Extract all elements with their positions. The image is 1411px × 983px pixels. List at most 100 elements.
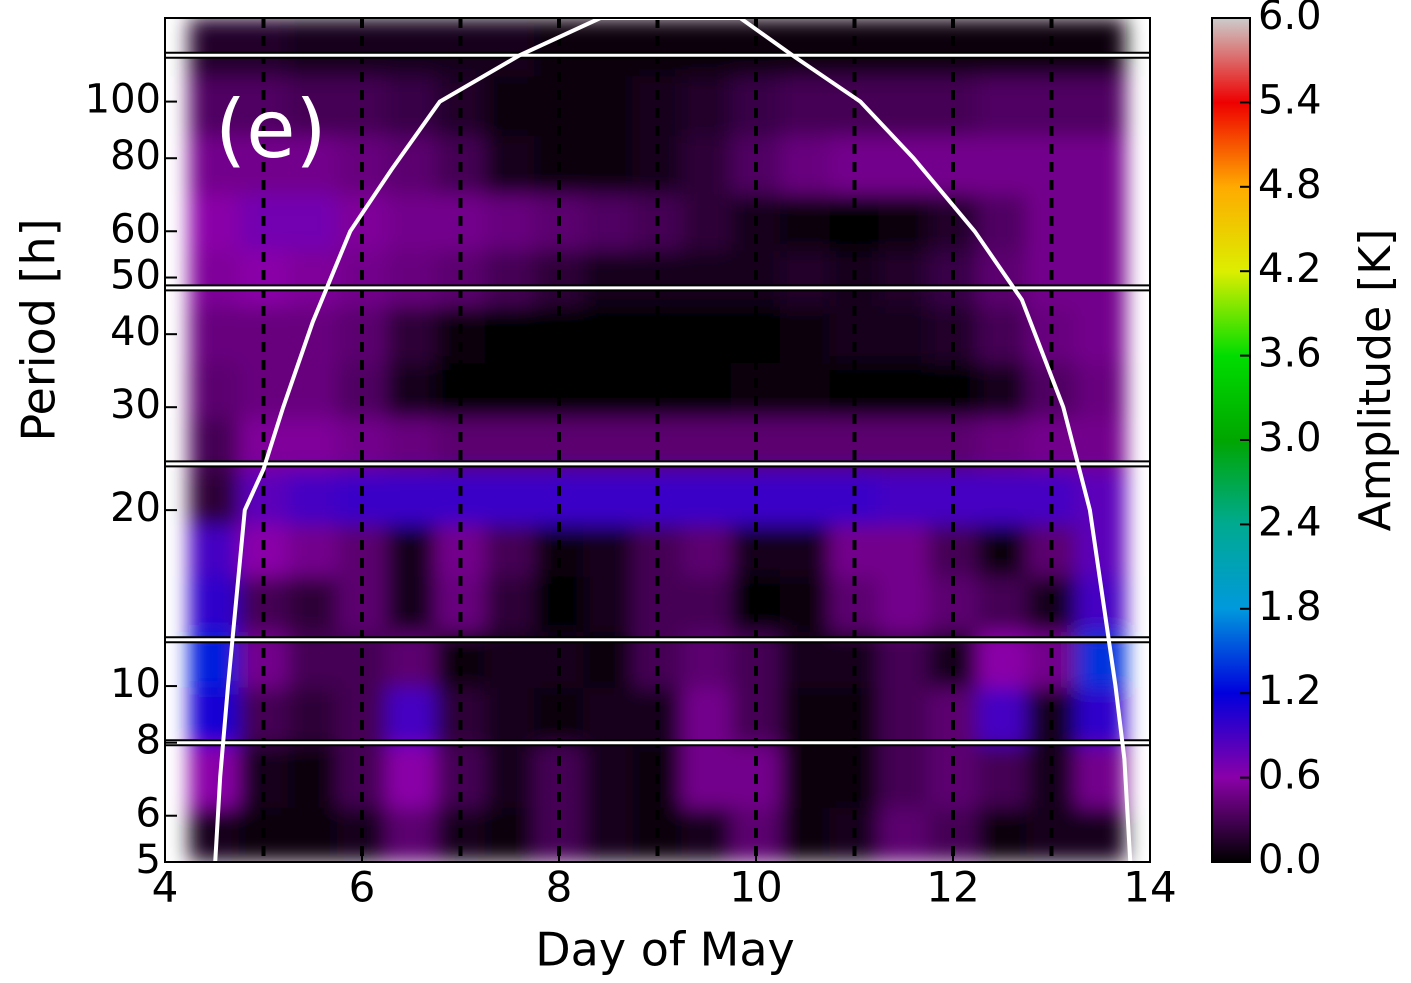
heat-cell xyxy=(484,470,535,526)
heat-cell xyxy=(386,575,437,632)
heat-cell xyxy=(189,575,240,632)
heat-cell xyxy=(435,470,486,526)
y-tick-label: 60 xyxy=(110,206,161,252)
heat-cell xyxy=(287,806,338,862)
heat-cell xyxy=(927,470,979,526)
overlay xyxy=(165,18,1150,862)
y-tick-label: 80 xyxy=(110,133,161,179)
heat-cell xyxy=(386,686,437,746)
heat-cell xyxy=(829,686,880,746)
heat-cell xyxy=(780,193,831,251)
heat-cell xyxy=(632,686,683,746)
heat-cell xyxy=(583,470,634,526)
heat-cell xyxy=(287,686,338,746)
heat-cell xyxy=(1026,361,1077,418)
heat-cell xyxy=(189,193,240,251)
heat-cell xyxy=(484,135,535,195)
heat-cell xyxy=(977,470,1028,526)
heat-cell xyxy=(189,18,240,77)
heat-cell xyxy=(287,575,338,632)
y-tick-label: 20 xyxy=(110,485,161,531)
heat-cell xyxy=(1075,75,1126,137)
heat-cell xyxy=(681,249,732,307)
heat-cell xyxy=(878,806,929,862)
colorbar-tick-label: 0.6 xyxy=(1258,753,1322,799)
cone-of-influence xyxy=(213,18,1133,862)
colorbar-tick-label: 6.0 xyxy=(1258,0,1322,39)
heat-cell xyxy=(386,75,437,137)
heat-cell xyxy=(583,524,634,577)
x-tick-label: 14 xyxy=(1123,863,1176,912)
heat-cell xyxy=(484,75,535,137)
heat-cell xyxy=(878,470,929,526)
heat-cell xyxy=(189,524,240,577)
heat-cell xyxy=(583,806,634,862)
colorbar-tick-label: 3.6 xyxy=(1258,331,1322,377)
heat-cell xyxy=(1075,470,1126,526)
heat-cell xyxy=(435,361,486,418)
heat-cell xyxy=(681,135,732,195)
heat-cell xyxy=(780,470,831,526)
heat-cell xyxy=(632,470,683,526)
heat-cell xyxy=(681,470,732,526)
heat-cell xyxy=(386,524,437,577)
heat-cell xyxy=(1075,135,1126,195)
heat-cell xyxy=(583,575,634,632)
heat-cell xyxy=(386,18,437,77)
y-tick-label: 100 xyxy=(85,77,161,123)
heat-cell xyxy=(878,686,929,746)
colorbar-tick-label: 5.4 xyxy=(1258,77,1322,123)
heat-cell xyxy=(681,806,732,862)
heat-cell xyxy=(583,361,634,418)
heat-cell xyxy=(878,305,929,363)
heat-cell xyxy=(287,75,338,137)
heat-cell xyxy=(287,305,338,363)
heat-cell xyxy=(287,524,338,577)
heat-cell xyxy=(1075,305,1126,363)
x-axis-label: Day of May xyxy=(535,923,795,977)
heat-cell xyxy=(730,686,782,746)
heat-cell xyxy=(484,193,535,251)
heat-cell xyxy=(780,361,831,418)
heat-cell xyxy=(632,361,683,418)
heat-cell xyxy=(484,524,535,577)
heat-cell xyxy=(1026,686,1077,746)
heat-cell xyxy=(1075,249,1126,307)
heat-cell xyxy=(780,806,831,862)
heat-cell xyxy=(238,686,289,746)
heat-cell xyxy=(681,575,732,632)
heat-cell xyxy=(484,249,535,307)
heat-cell xyxy=(533,361,585,418)
heat-cell xyxy=(484,18,535,77)
heat-cell xyxy=(977,135,1028,195)
heat-cell xyxy=(681,524,732,577)
heat-cell xyxy=(780,524,831,577)
heat-cell xyxy=(977,75,1028,137)
heat-cell xyxy=(583,249,634,307)
heat-cell xyxy=(484,305,535,363)
heat-cell xyxy=(386,470,437,526)
heat-cell xyxy=(484,361,535,418)
heat-cell xyxy=(287,193,338,251)
heat-cell xyxy=(878,744,929,808)
y-tick-label: 5 xyxy=(136,837,161,883)
colorbar-tick-label: 1.8 xyxy=(1258,584,1322,630)
heat-cell xyxy=(681,744,732,808)
colorbar-tick-label: 1.2 xyxy=(1258,668,1322,714)
heat-cell xyxy=(484,575,535,632)
heat-cell xyxy=(977,361,1028,418)
heat-cell xyxy=(927,686,979,746)
heat-cell xyxy=(878,249,929,307)
x-tick-label: 12 xyxy=(926,863,979,912)
colorbar-label: Amplitude [K] xyxy=(1350,229,1401,532)
y-tick-label: 50 xyxy=(110,253,161,299)
heat-cell xyxy=(681,686,732,746)
heat-cell xyxy=(533,686,585,746)
heat-cell xyxy=(386,193,437,251)
heat-cell xyxy=(1075,524,1126,577)
colorbar-tick-label: 2.4 xyxy=(1258,499,1322,545)
heat-cell xyxy=(583,744,634,808)
heat-cell xyxy=(780,249,831,307)
heat-cell xyxy=(386,249,437,307)
heat-cell xyxy=(189,305,240,363)
